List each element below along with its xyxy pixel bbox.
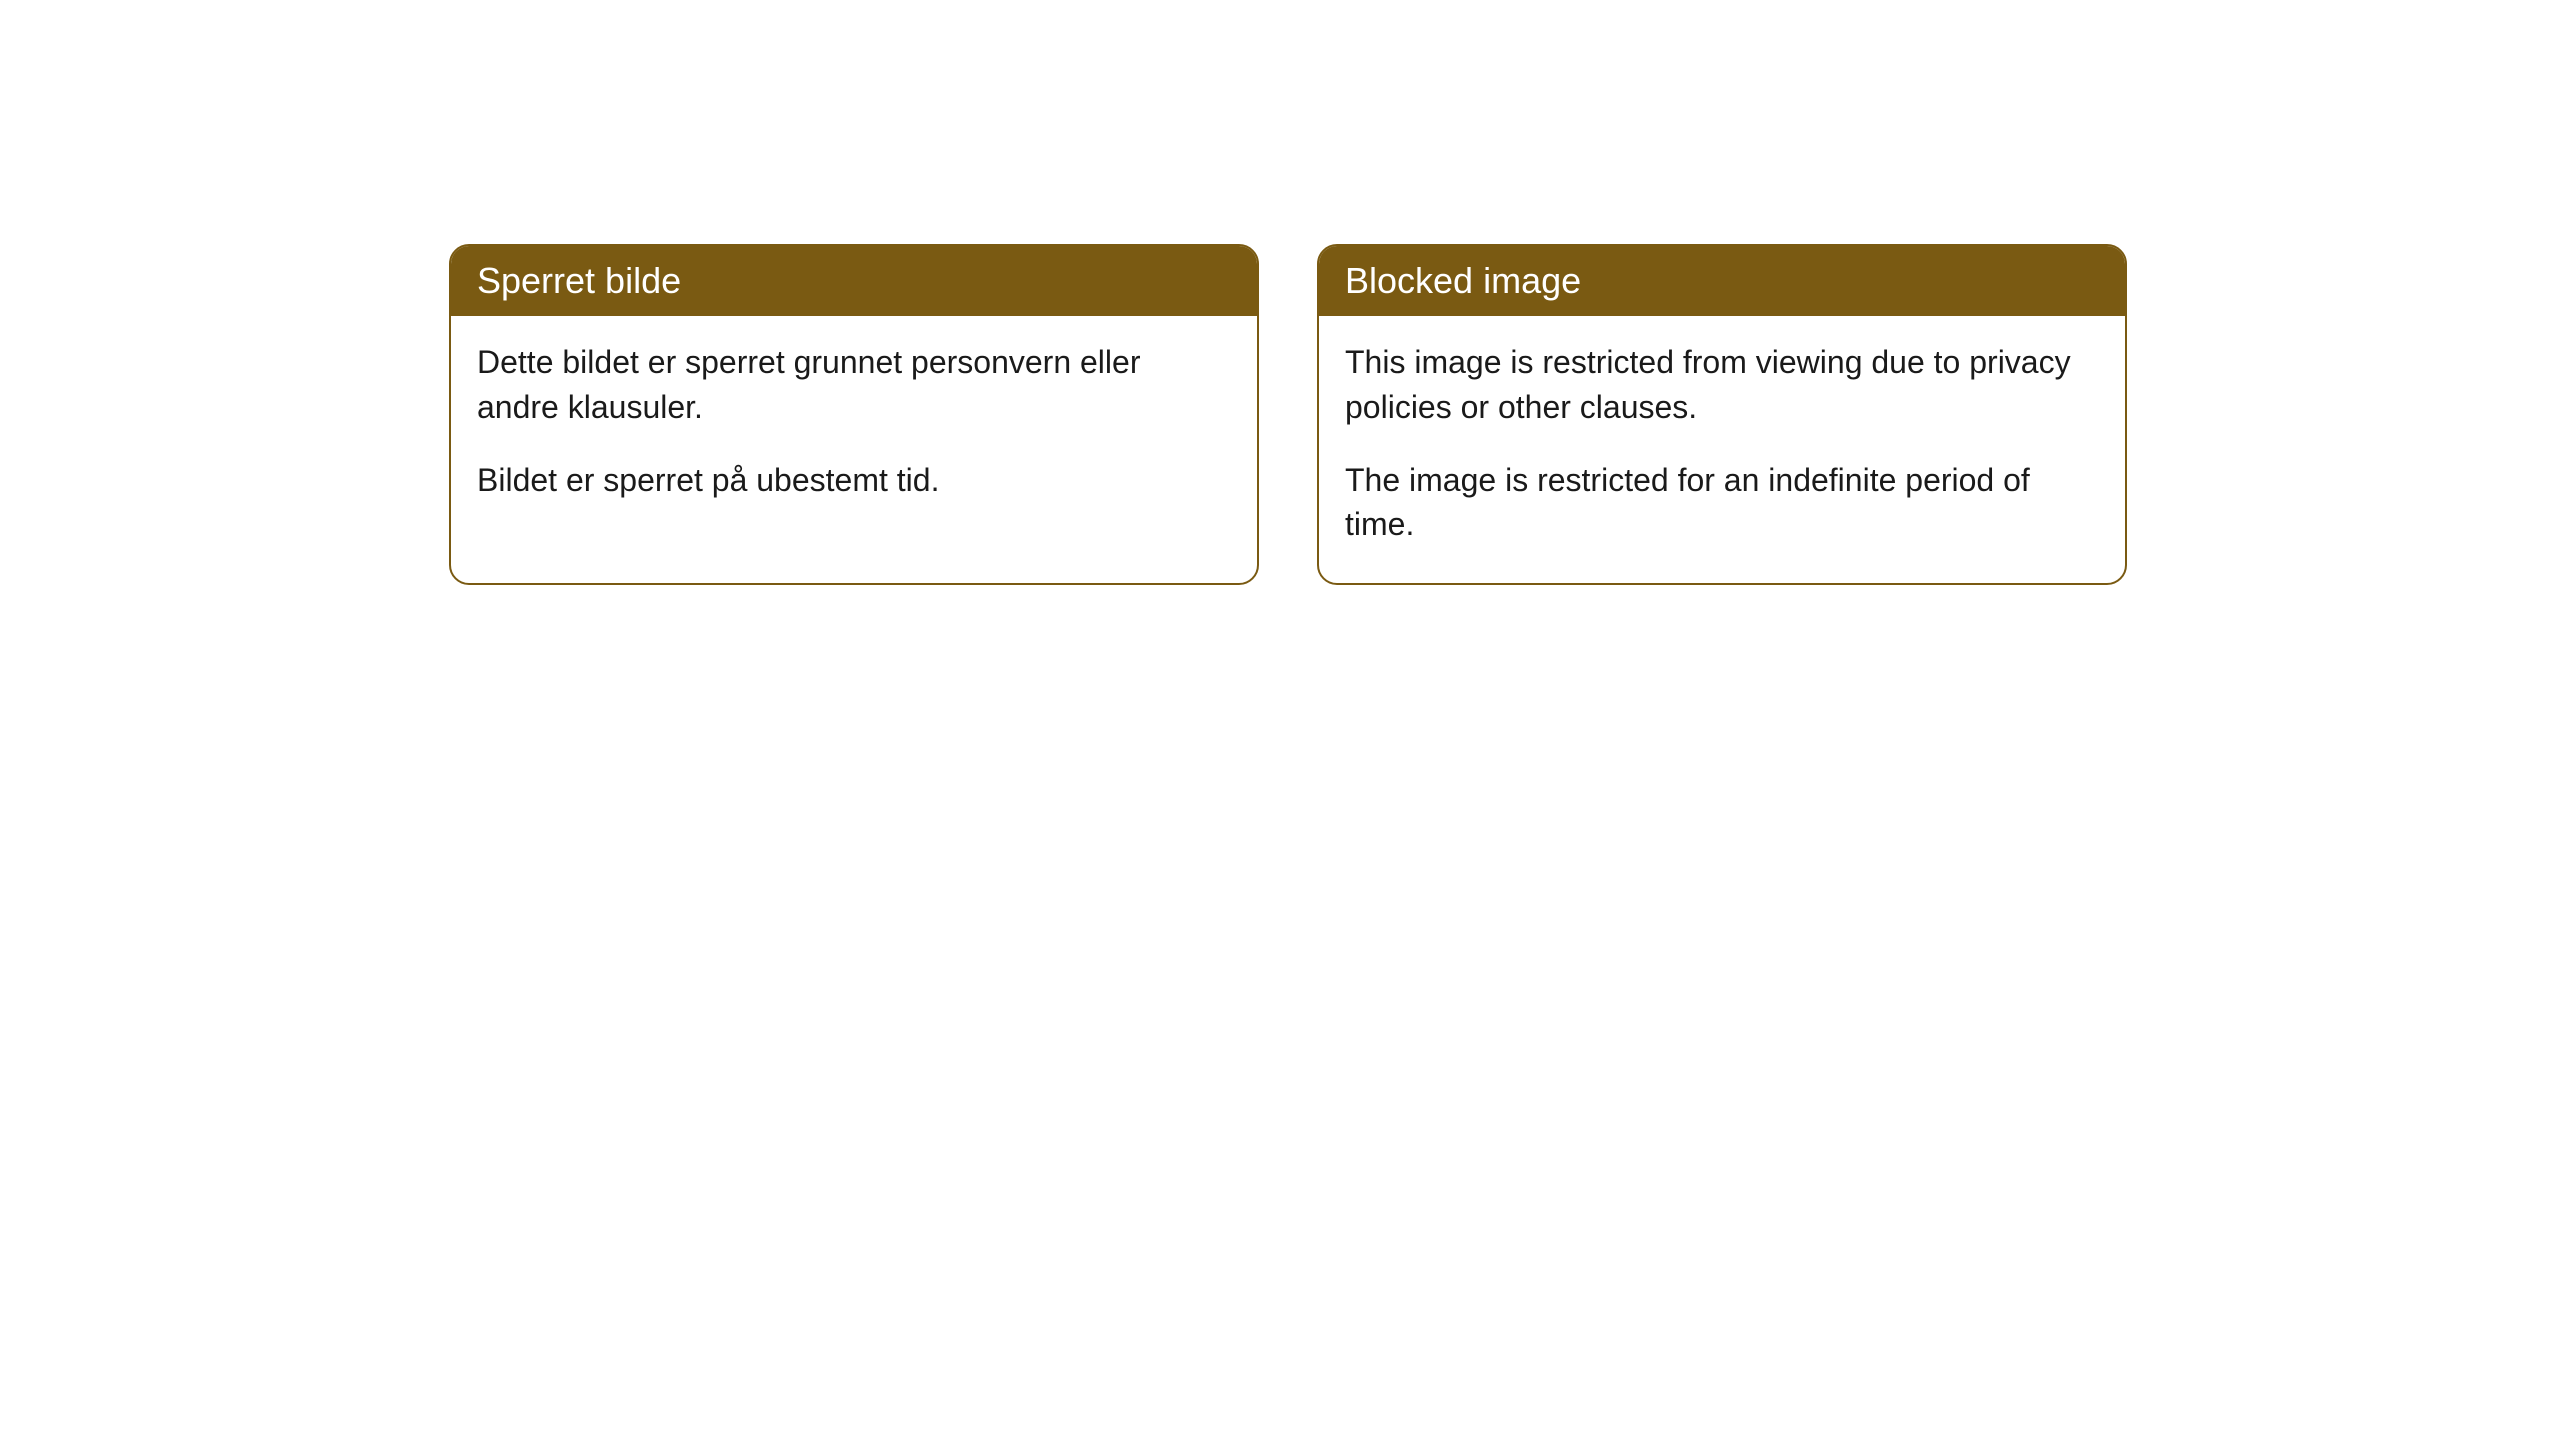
card-body-english: This image is restricted from viewing du… — [1319, 316, 2125, 583]
card-paragraph: Dette bildet er sperret grunnet personve… — [477, 340, 1231, 430]
notice-cards-container: Sperret bilde Dette bildet er sperret gr… — [449, 244, 2127, 585]
notice-card-norwegian: Sperret bilde Dette bildet er sperret gr… — [449, 244, 1259, 585]
card-paragraph: The image is restricted for an indefinit… — [1345, 458, 2099, 548]
notice-card-english: Blocked image This image is restricted f… — [1317, 244, 2127, 585]
card-paragraph: Bildet er sperret på ubestemt tid. — [477, 458, 1231, 503]
card-title: Blocked image — [1345, 260, 1581, 301]
card-title: Sperret bilde — [477, 260, 681, 301]
card-header-english: Blocked image — [1319, 246, 2125, 316]
card-header-norwegian: Sperret bilde — [451, 246, 1257, 316]
card-paragraph: This image is restricted from viewing du… — [1345, 340, 2099, 430]
card-body-norwegian: Dette bildet er sperret grunnet personve… — [451, 316, 1257, 538]
